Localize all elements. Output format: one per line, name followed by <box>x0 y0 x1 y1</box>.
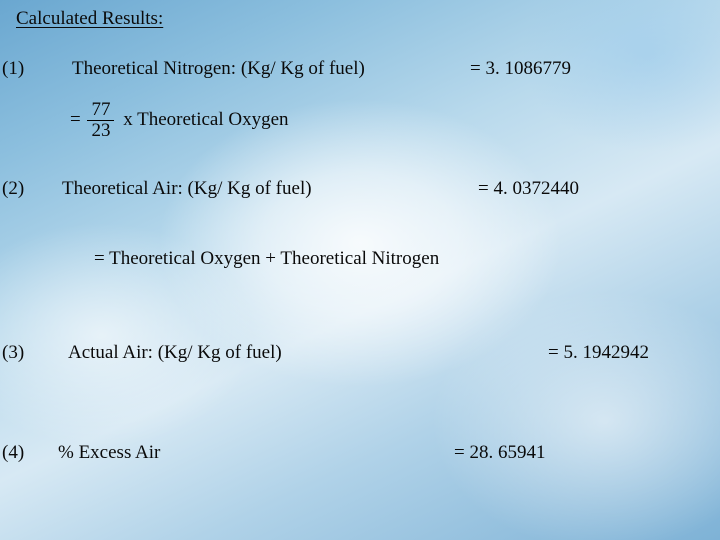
item-1-formula: = 7723 x Theoretical Oxygen <box>70 100 289 141</box>
item-2-index: (2) <box>2 178 24 201</box>
item-4-value: = 28. 65941 <box>454 442 545 465</box>
item-1-index: (1) <box>2 58 24 81</box>
item-4-label: % Excess Air <box>58 442 160 465</box>
item-1-label: Theoretical Nitrogen: (Kg/ Kg of fuel) <box>72 58 365 81</box>
item-1-value: = 3. 1086779 <box>470 58 571 81</box>
item-3-value: = 5. 1942942 <box>548 342 649 365</box>
formula-prefix: = <box>70 109 85 130</box>
heading: Calculated Results: <box>16 8 163 30</box>
item-2-label: Theoretical Air: (Kg/ Kg of fuel) <box>62 178 312 201</box>
item-2-value: = 4. 0372440 <box>478 178 579 201</box>
item-2-formula: = Theoretical Oxygen + Theoretical Nitro… <box>94 248 439 271</box>
fraction-numerator: 77 <box>87 100 114 121</box>
item-3-label: Actual Air: (Kg/ Kg of fuel) <box>68 342 282 365</box>
fraction-denominator: 23 <box>87 121 114 141</box>
slide-content: Calculated Results: (1) Theoretical Nitr… <box>0 0 720 540</box>
item-3-index: (3) <box>2 342 24 365</box>
fraction: 7723 <box>87 100 114 141</box>
item-4-index: (4) <box>2 442 24 465</box>
formula-suffix: x Theoretical Oxygen <box>118 109 288 130</box>
